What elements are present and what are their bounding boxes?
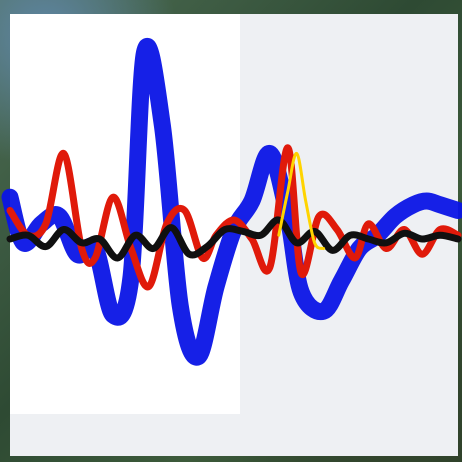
series-1-line [1, 37, 462, 366]
series-4-line [277, 151, 326, 250]
series-4 [277, 151, 326, 250]
series-3 [6, 216, 462, 262]
series-2-line [6, 144, 462, 291]
series-2 [6, 144, 462, 291]
waveform-plot [1, 37, 462, 366]
series-1 [1, 37, 462, 366]
series-3-line [6, 216, 462, 262]
